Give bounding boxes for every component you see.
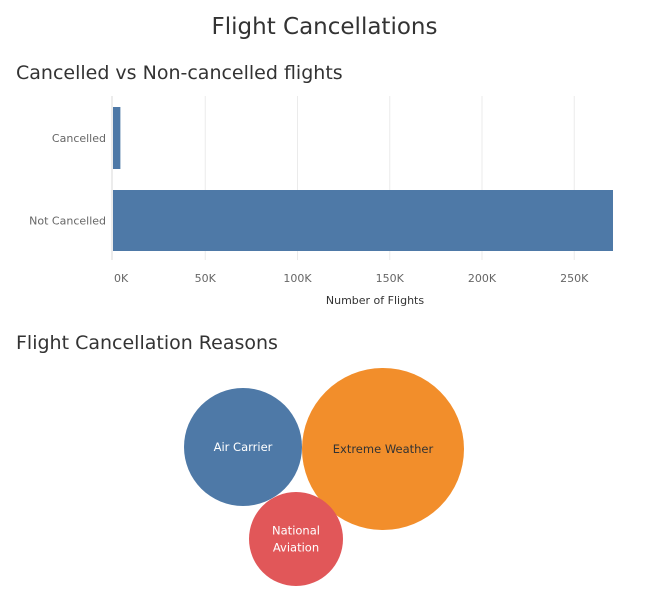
x-tick-label: 0K xyxy=(114,272,129,285)
x-tick-label: 150K xyxy=(376,272,405,285)
bar-chart: Cancelled Not Cancelled 0K 50K 100K 150K 200K 2… xyxy=(29,96,613,307)
x-tick-label: 50K xyxy=(195,272,217,285)
bar-cancelled xyxy=(113,107,121,169)
bubble-chart-title: Flight Cancellation Reasons xyxy=(16,332,278,354)
bubble-national-aviation xyxy=(249,492,343,586)
bubble-extreme-weather xyxy=(302,368,464,530)
bubble-label: Air Carrier xyxy=(214,440,273,454)
x-axis-title: Number of Flights xyxy=(326,294,424,307)
bubble-label: Extreme Weather xyxy=(333,442,434,456)
bubble-air-carrier xyxy=(184,388,302,506)
bar-chart-title: Cancelled vs Non-cancelled flights xyxy=(16,62,343,84)
y-tick-label: Not Cancelled xyxy=(29,215,106,228)
dashboard-title: Flight Cancellations xyxy=(211,14,438,40)
bubble-label: National xyxy=(272,524,320,538)
bubble-label: Aviation xyxy=(273,541,319,555)
y-tick-label: Cancelled xyxy=(52,132,106,145)
x-tick-label: 200K xyxy=(468,272,497,285)
bar-not-cancelled xyxy=(113,190,613,251)
x-tick-label: 100K xyxy=(283,272,312,285)
x-tick-label: 250K xyxy=(560,272,589,285)
